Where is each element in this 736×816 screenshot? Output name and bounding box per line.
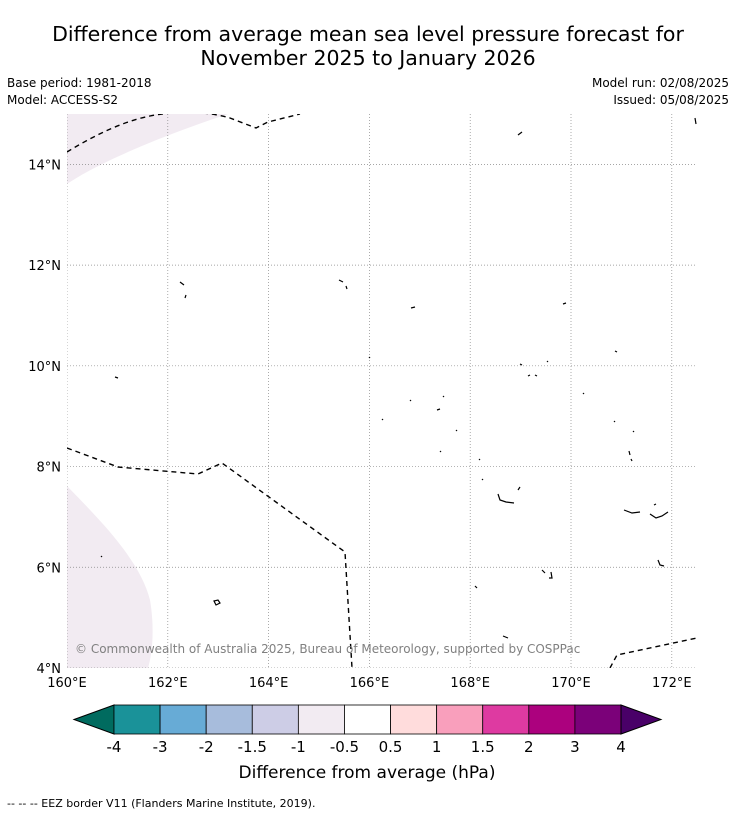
- anomaly-region-southwest: [67, 486, 153, 668]
- island: [694, 117, 697, 125]
- island: [517, 131, 523, 136]
- island: [562, 302, 567, 305]
- island: [381, 418, 635, 433]
- colorbar-tick-label: -1: [291, 738, 306, 756]
- copyright-notice: © Commonwealth of Australia 2025, Bureau…: [75, 642, 580, 656]
- colorbar-swatch: [436, 704, 484, 735]
- colorbar-tick-label: 4: [616, 738, 626, 756]
- colorbar-extend-low: [72, 704, 115, 735]
- colorbar-swatch: [113, 704, 161, 735]
- colorbar-swatch: [344, 704, 391, 735]
- eez-legend: -- -- -- EEZ border V11 (Flanders Marine…: [7, 797, 316, 810]
- base-period: Base period: 1981-2018: [7, 76, 152, 90]
- island: [502, 635, 509, 639]
- island: [657, 559, 665, 567]
- colorbar-swatch: [528, 704, 576, 735]
- lon-tick-label: 170°E: [551, 676, 591, 691]
- colorbar-tick-label: -3: [153, 738, 168, 756]
- lon-tick-label: 166°E: [350, 676, 390, 691]
- latitude-labels: 14°N 12°N 10°N 8°N 6°N 4°N: [28, 158, 61, 677]
- colorbar-tick-label: 3: [570, 738, 580, 756]
- eez-border-southeast: [609, 637, 697, 668]
- colorbar-extend-high: [620, 704, 663, 735]
- island: [179, 281, 187, 299]
- lat-tick-label: 6°N: [37, 561, 62, 576]
- lon-tick-label: 172°E: [652, 676, 692, 691]
- map-background: [67, 114, 697, 668]
- gridlines: [67, 114, 697, 668]
- colorbar-swatch: [390, 704, 438, 735]
- colorbar-swatch: [574, 704, 622, 735]
- chart-title: Difference from average mean sea level p…: [0, 22, 736, 70]
- model-name: Model: ACCESS-S2: [7, 93, 119, 107]
- colorbar-tick-label: -4: [107, 738, 122, 756]
- colorbar-swatch: [251, 704, 299, 735]
- colorbar-swatch: [205, 704, 253, 735]
- colorbar-swatch: [297, 704, 345, 735]
- title-line-1: Difference from average mean sea level p…: [52, 22, 684, 46]
- lat-tick-label: 12°N: [28, 259, 61, 274]
- island: [100, 555, 103, 558]
- island: [409, 395, 445, 411]
- island: [213, 599, 221, 606]
- islands: [100, 117, 697, 639]
- colorbar-tick-label: 1.5: [471, 738, 495, 756]
- island: [439, 450, 633, 462]
- island: [582, 392, 585, 395]
- lat-tick-label: 4°N: [37, 662, 62, 677]
- colorbar-tick-label: -1.5: [238, 738, 267, 756]
- lon-tick-label: 164°E: [249, 676, 289, 691]
- anomaly-region-northwest: [67, 114, 228, 184]
- colorbar-swatch: [482, 704, 530, 735]
- longitude-labels: 160°E 162°E 164°E 166°E 168°E 170°E 172°E: [47, 676, 691, 691]
- lat-tick-label: 8°N: [37, 461, 62, 476]
- island: [114, 376, 119, 379]
- island: [623, 503, 669, 519]
- island: [497, 486, 521, 504]
- lon-tick-label: 162°E: [148, 676, 188, 691]
- colorbar-tick-label: 0.5: [379, 738, 403, 756]
- lat-tick-label: 14°N: [28, 158, 61, 173]
- lat-tick-label: 10°N: [28, 360, 61, 375]
- colorbar-label: Difference from average (hPa): [239, 763, 496, 783]
- issued-date: Issued: 05/08/2025: [613, 93, 729, 107]
- island: [338, 279, 348, 290]
- island: [474, 585, 478, 589]
- lon-tick-label: 160°E: [47, 676, 87, 691]
- colorbar: -4 -3 -2 -1.5 -1 -0.5 0.5 1 1.5 2 3 4: [72, 704, 663, 756]
- island: [410, 306, 416, 309]
- colorbar-tick-label: -2: [199, 738, 214, 756]
- eez-border-north: [67, 114, 301, 153]
- colorbar-swatch: [159, 704, 207, 735]
- island: [478, 458, 484, 481]
- eez-border-middle: [67, 447, 353, 668]
- island: [614, 350, 618, 353]
- island: [541, 569, 553, 579]
- colorbar-tick-label: 1: [432, 738, 442, 756]
- colorbar-tick-label: -0.5: [330, 738, 359, 756]
- colorbar-tick-label: 2: [524, 738, 534, 756]
- eez-borders: [67, 114, 697, 668]
- island: [519, 360, 549, 377]
- map-plot-area: © Commonwealth of Australia 2025, Bureau…: [67, 114, 697, 668]
- island: [368, 356, 371, 359]
- lon-tick-label: 168°E: [450, 676, 490, 691]
- model-run: Model run: 02/08/2025: [591, 76, 729, 90]
- title-line-2: November 2025 to January 2026: [200, 46, 536, 70]
